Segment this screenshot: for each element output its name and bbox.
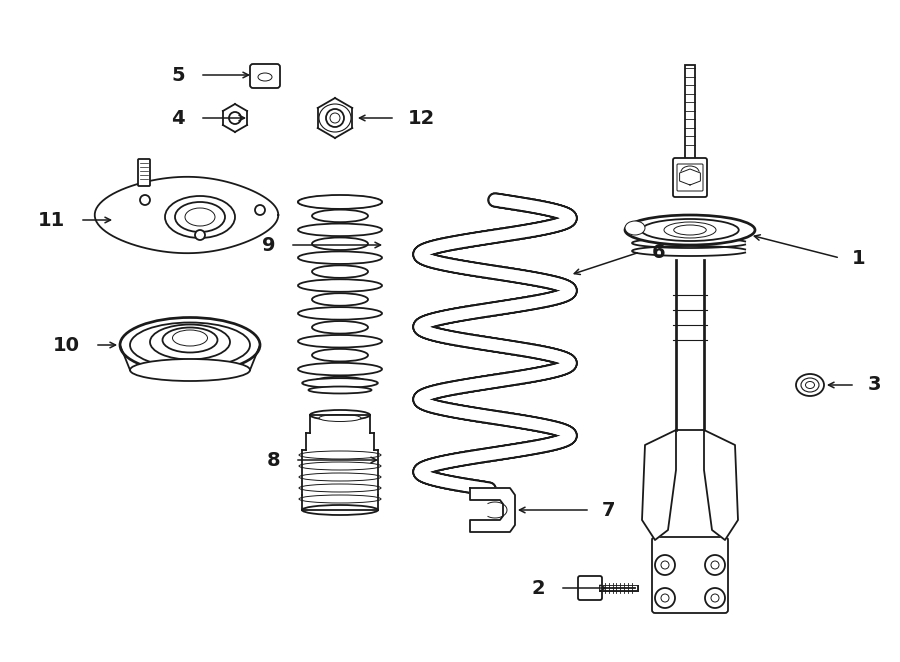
Text: 8: 8 <box>266 451 280 469</box>
Ellipse shape <box>312 210 368 222</box>
Ellipse shape <box>319 104 351 132</box>
Circle shape <box>661 594 669 602</box>
Text: 3: 3 <box>868 375 881 395</box>
Ellipse shape <box>258 73 272 81</box>
FancyBboxPatch shape <box>677 164 703 191</box>
Ellipse shape <box>299 473 381 481</box>
Circle shape <box>655 555 675 575</box>
Text: 7: 7 <box>602 500 616 520</box>
Ellipse shape <box>806 381 814 389</box>
Ellipse shape <box>165 196 235 238</box>
Ellipse shape <box>185 208 215 226</box>
Circle shape <box>326 109 344 127</box>
Ellipse shape <box>120 318 260 373</box>
Ellipse shape <box>299 495 381 503</box>
Ellipse shape <box>319 414 361 422</box>
Polygon shape <box>704 430 738 540</box>
Ellipse shape <box>298 252 382 264</box>
FancyBboxPatch shape <box>578 576 602 600</box>
Ellipse shape <box>312 349 368 361</box>
Circle shape <box>140 195 150 205</box>
Circle shape <box>330 113 340 123</box>
Circle shape <box>195 230 205 240</box>
Ellipse shape <box>299 451 381 459</box>
Ellipse shape <box>312 321 368 334</box>
Ellipse shape <box>625 221 645 235</box>
Ellipse shape <box>302 378 378 388</box>
Text: 2: 2 <box>531 579 545 598</box>
Ellipse shape <box>130 322 250 367</box>
Ellipse shape <box>664 222 716 238</box>
Ellipse shape <box>302 505 378 515</box>
Ellipse shape <box>298 224 382 236</box>
Ellipse shape <box>309 387 372 393</box>
Circle shape <box>705 555 725 575</box>
Text: 1: 1 <box>852 248 866 267</box>
Ellipse shape <box>310 410 370 420</box>
Ellipse shape <box>641 219 739 241</box>
Ellipse shape <box>312 238 368 250</box>
Ellipse shape <box>625 215 755 245</box>
Circle shape <box>705 588 725 608</box>
Ellipse shape <box>681 166 699 178</box>
Text: 9: 9 <box>262 236 275 254</box>
Circle shape <box>711 561 719 569</box>
Ellipse shape <box>801 378 819 392</box>
Ellipse shape <box>298 279 382 292</box>
Ellipse shape <box>312 293 368 306</box>
Polygon shape <box>642 430 676 540</box>
Ellipse shape <box>299 462 381 470</box>
Circle shape <box>255 205 265 215</box>
Circle shape <box>229 112 241 124</box>
FancyBboxPatch shape <box>138 159 150 186</box>
Circle shape <box>711 594 719 602</box>
FancyBboxPatch shape <box>652 537 728 613</box>
FancyBboxPatch shape <box>673 158 707 197</box>
Text: 12: 12 <box>408 109 436 128</box>
Text: 4: 4 <box>171 109 185 128</box>
Ellipse shape <box>796 374 824 396</box>
Ellipse shape <box>312 265 368 278</box>
Ellipse shape <box>298 307 382 320</box>
Text: 10: 10 <box>53 336 80 354</box>
Text: 6: 6 <box>652 242 666 261</box>
Ellipse shape <box>674 225 706 235</box>
Ellipse shape <box>299 484 381 492</box>
FancyBboxPatch shape <box>250 64 280 88</box>
Polygon shape <box>94 177 278 253</box>
Text: 11: 11 <box>38 211 65 230</box>
Ellipse shape <box>298 195 382 209</box>
Ellipse shape <box>298 363 382 375</box>
Ellipse shape <box>130 359 250 381</box>
Text: 5: 5 <box>171 66 185 85</box>
Polygon shape <box>680 169 700 185</box>
Ellipse shape <box>173 330 208 346</box>
Circle shape <box>655 588 675 608</box>
Ellipse shape <box>150 324 230 359</box>
Polygon shape <box>470 488 515 532</box>
Ellipse shape <box>298 335 382 348</box>
Ellipse shape <box>312 377 368 389</box>
Circle shape <box>661 561 669 569</box>
Ellipse shape <box>163 328 218 352</box>
Ellipse shape <box>298 196 382 209</box>
FancyBboxPatch shape <box>685 65 695 160</box>
Ellipse shape <box>175 202 225 232</box>
